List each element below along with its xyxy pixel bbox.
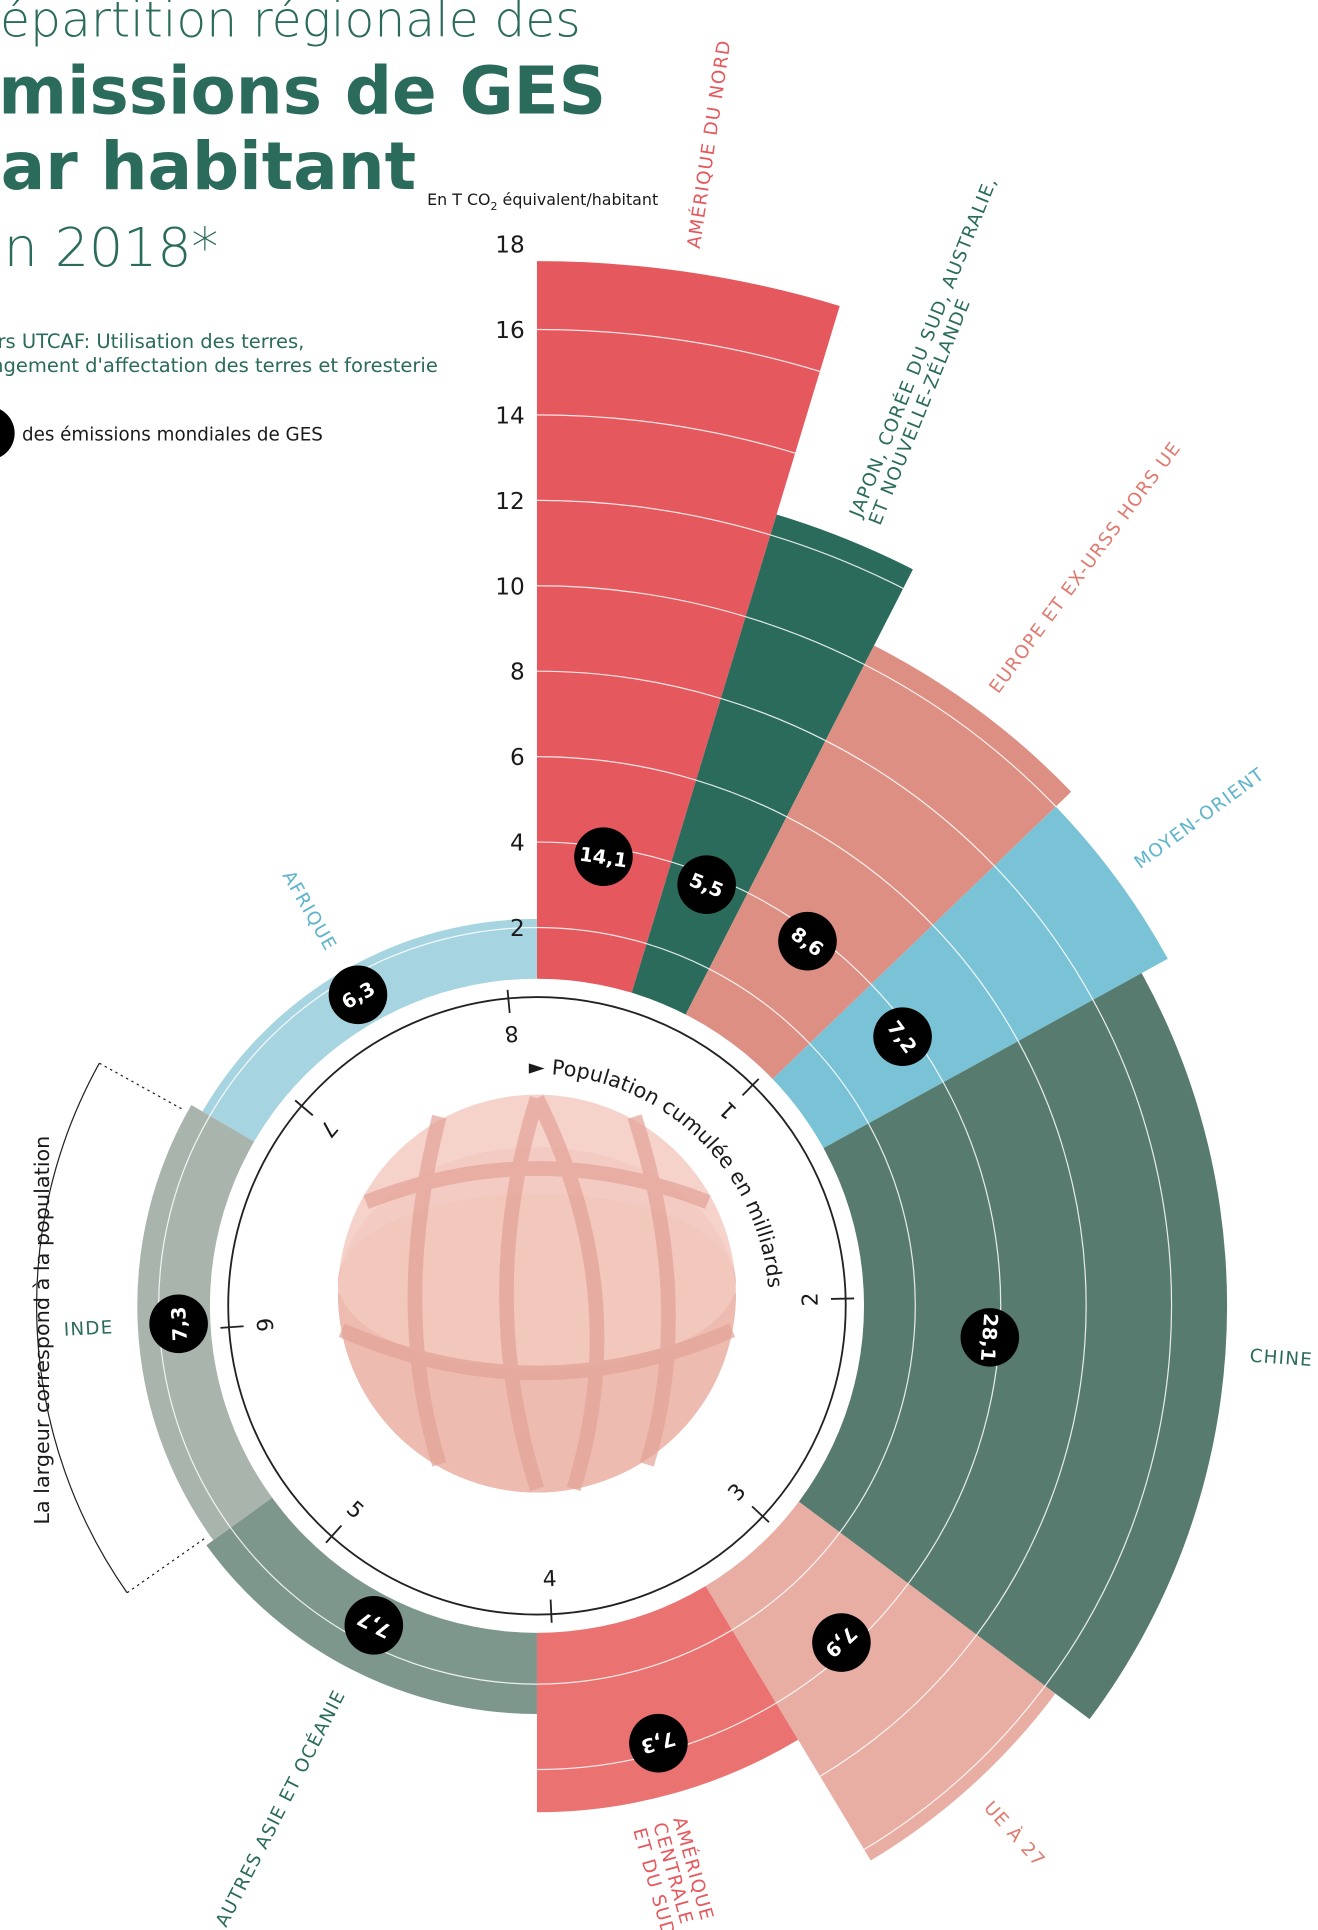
y-tick-label: 10 <box>495 573 525 600</box>
note-line: *hors UTCAF: Utilisation des terres, <box>0 330 304 353</box>
population-tick-label: 8 <box>503 1020 519 1046</box>
category-label: UE À 27 <box>979 1797 1050 1872</box>
category-label: JAPON, CORÉE DU SUD, AUSTRALIE,ET NOUVEL… <box>845 173 1022 529</box>
chart: Répartition régionale des émissions de G… <box>0 0 1318 1930</box>
title-line: par habitant <box>0 128 416 205</box>
y-tick-label: 8 <box>510 659 525 686</box>
y-tick-label: 4 <box>510 830 525 857</box>
population-tick-label: 6 <box>250 1317 276 1333</box>
population-tick <box>831 1298 854 1299</box>
category-label: AMÉRIQUE DU NORD <box>683 38 736 250</box>
category-label: INDE <box>63 1317 114 1340</box>
title-line: en 2018* <box>0 216 218 279</box>
y-tick-label: 18 <box>495 232 525 259</box>
y-axis-label-part: En T CO <box>427 190 490 209</box>
globe <box>338 1095 736 1493</box>
category-label-line: AMÉRIQUE DU NORD <box>683 38 736 250</box>
category-label-line: EUROPE ET EX-URSS HORS UE <box>985 438 1185 698</box>
category-label: AUTRES ASIE ET OCÉANIE <box>211 1686 350 1930</box>
category-label: MOYEN-ORIENT <box>1131 764 1269 874</box>
category-label-line: CHINE <box>1249 1346 1314 1371</box>
y-tick-label: 14 <box>495 402 525 429</box>
population-tick-label: 2 <box>798 1292 823 1307</box>
category-label-line: INDE <box>63 1317 114 1340</box>
category-label: CHINE <box>1249 1346 1314 1371</box>
share-label: 7,3 <box>167 1306 192 1342</box>
category-label-line: AUTRES ASIE ET OCÉANIE <box>211 1686 350 1930</box>
title-line: Répartition régionale des <box>0 0 581 49</box>
note-line: changement d'affectation des terres et f… <box>0 354 438 377</box>
legend-text: des émissions mondiales de GES <box>22 425 323 446</box>
share-label: 28,1 <box>976 1312 1002 1362</box>
category-label-line: AFRIQUE <box>278 867 341 955</box>
category-label: AMÉRIQUECENTRALEET DU SUD <box>628 1814 719 1930</box>
category-label: AFRIQUE <box>278 867 341 955</box>
width-note: La largeur correspond à la population <box>30 1136 54 1525</box>
category-label-line: UE À 27 <box>979 1797 1050 1872</box>
y-axis-label: En T CO2 équivalent/habitant <box>427 190 658 213</box>
title-line: émissions de GES <box>0 52 606 129</box>
y-tick-label: 12 <box>495 488 525 515</box>
population-tick-label: 4 <box>542 1567 557 1593</box>
category-label: EUROPE ET EX-URSS HORS UE <box>985 438 1185 698</box>
y-axis-label-part: équivalent/habitant <box>498 190 659 209</box>
y-tick-label: 2 <box>510 915 525 942</box>
y-tick-label: 6 <box>510 744 525 771</box>
y-axis-label-part: 2 <box>491 200 498 213</box>
population-tick <box>551 1600 552 1623</box>
page: Répartition régionale des émissions de G… <box>0 0 1318 1930</box>
y-tick-label: 16 <box>495 317 525 344</box>
legend-symbol <box>0 406 15 460</box>
category-label-line: MOYEN-ORIENT <box>1131 764 1269 874</box>
category-label-line: JAPON, CORÉE DU SUD, AUSTRALIE, <box>845 173 1002 521</box>
